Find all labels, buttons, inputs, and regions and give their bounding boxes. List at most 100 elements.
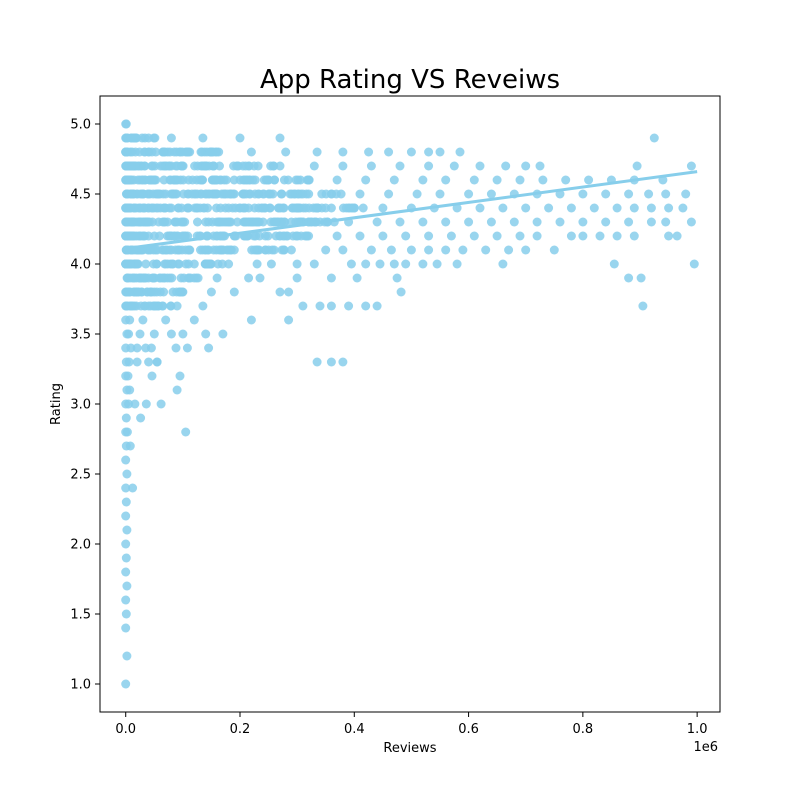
data-point <box>418 175 428 185</box>
data-point <box>378 231 388 241</box>
data-point <box>121 567 131 577</box>
data-point <box>166 301 176 311</box>
data-point <box>406 245 416 255</box>
data-point <box>173 259 183 269</box>
data-point <box>121 511 131 521</box>
data-point <box>612 231 622 241</box>
data-point <box>218 329 228 339</box>
data-point <box>238 189 248 199</box>
data-point <box>246 147 256 157</box>
data-point <box>176 147 185 157</box>
data-point <box>401 231 411 241</box>
data-point <box>197 147 207 157</box>
data-point <box>128 483 138 493</box>
data-point <box>326 189 336 199</box>
trend-line-group <box>125 170 698 251</box>
data-point <box>143 217 153 227</box>
data-point <box>172 231 182 241</box>
data-point <box>486 217 496 227</box>
data-point <box>172 189 182 199</box>
data-point <box>146 343 156 353</box>
data-point <box>349 203 359 213</box>
data-point <box>432 259 442 269</box>
data-point <box>338 357 348 367</box>
data-point <box>292 259 302 269</box>
data-point <box>481 245 491 255</box>
data-point <box>664 203 674 213</box>
data-point <box>121 539 131 549</box>
data-point <box>455 147 465 157</box>
data-point <box>200 203 209 213</box>
data-point <box>184 273 194 283</box>
data-point <box>624 189 634 199</box>
data-point <box>441 217 451 227</box>
x-tick-label: 0.6 <box>458 722 479 737</box>
data-point <box>344 301 354 311</box>
data-point <box>179 189 188 199</box>
data-point <box>595 231 605 241</box>
data-point <box>215 161 224 171</box>
data-point <box>124 329 134 339</box>
data-point <box>158 147 168 157</box>
data-point <box>155 231 164 241</box>
data-point <box>532 231 542 241</box>
data-point <box>521 161 531 171</box>
data-point <box>270 217 280 227</box>
data-point <box>646 217 656 227</box>
data-point <box>201 161 211 171</box>
data-point <box>435 147 445 157</box>
data-point <box>601 217 611 227</box>
data-point <box>132 357 142 367</box>
data-point <box>252 217 262 227</box>
data-point <box>372 301 382 311</box>
data-point <box>521 203 531 213</box>
data-point <box>128 273 138 283</box>
y-tick-label: 3.5 <box>70 328 91 343</box>
data-point <box>165 175 175 185</box>
data-point <box>629 231 639 241</box>
data-point <box>183 147 193 157</box>
data-point <box>198 301 208 311</box>
data-point <box>130 399 140 409</box>
data-point <box>561 175 571 185</box>
data-point <box>122 581 132 591</box>
x-axis-ticks: 0.0 0.2 0.4 0.6 0.8 1.0 <box>115 712 707 737</box>
data-point <box>632 161 642 171</box>
data-point <box>124 399 134 409</box>
data-point <box>389 259 399 269</box>
data-point <box>124 175 134 185</box>
data-point <box>358 203 368 213</box>
y-tick-label: 5.0 <box>70 118 91 133</box>
data-point <box>155 273 165 283</box>
data-point <box>181 259 191 269</box>
data-point <box>166 245 176 255</box>
data-point <box>255 273 265 283</box>
data-point <box>181 427 191 437</box>
data-point <box>171 343 181 353</box>
data-point <box>311 203 321 213</box>
data-point <box>241 217 251 227</box>
data-point <box>161 259 171 269</box>
data-point <box>159 287 169 297</box>
data-point <box>486 189 496 199</box>
data-point <box>204 343 214 353</box>
data-point <box>121 119 131 129</box>
data-point <box>235 203 244 213</box>
data-point <box>152 357 162 367</box>
data-point <box>578 231 588 241</box>
data-point <box>464 217 474 227</box>
data-point <box>375 259 385 269</box>
data-point <box>661 217 671 227</box>
data-point <box>138 203 148 213</box>
data-point <box>144 133 154 143</box>
data-point <box>121 413 131 423</box>
data-point <box>220 189 230 199</box>
data-point <box>441 245 451 255</box>
data-point <box>157 301 167 311</box>
data-point <box>249 231 259 241</box>
data-point <box>126 231 136 241</box>
data-point <box>154 189 163 199</box>
data-point <box>166 133 176 143</box>
data-point <box>216 245 226 255</box>
